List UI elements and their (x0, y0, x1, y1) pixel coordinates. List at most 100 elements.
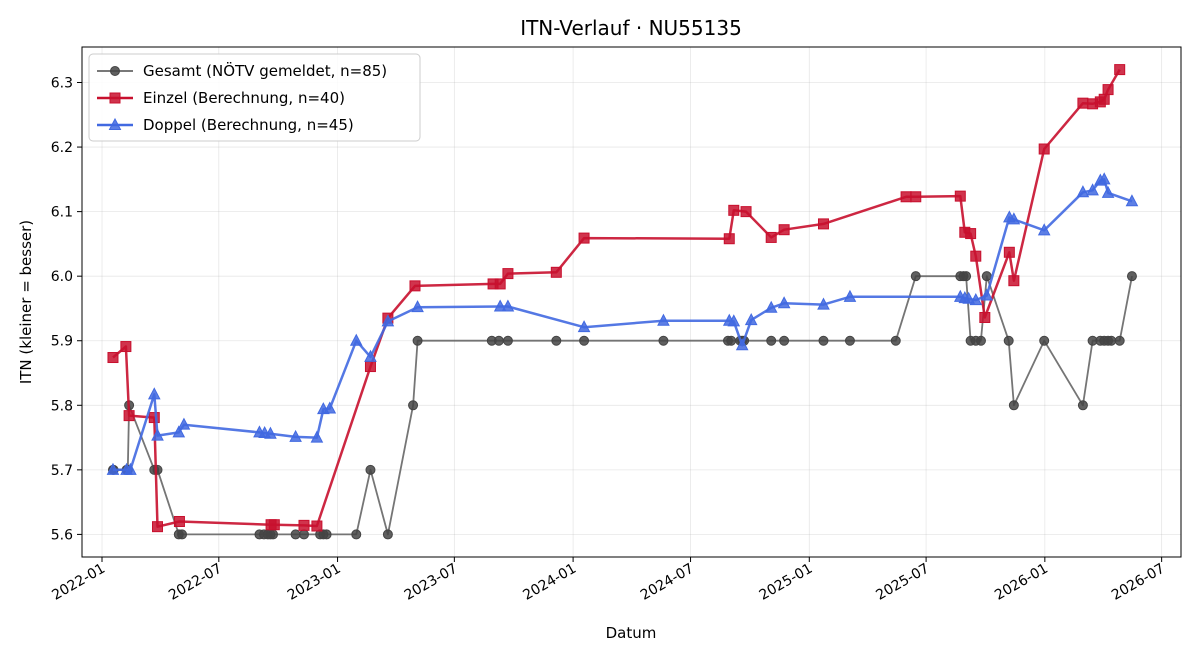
data-point (494, 278, 506, 290)
data-point (1077, 400, 1088, 411)
legend-marker (109, 92, 121, 104)
series-2 (107, 64, 1126, 533)
data-point (962, 291, 976, 304)
data-point (408, 400, 419, 411)
data-point (979, 311, 991, 323)
data-point (298, 529, 309, 540)
y-tick-label: 6.2 (51, 140, 73, 156)
data-point (1008, 275, 1020, 287)
data-point (1114, 64, 1126, 76)
series-3 (106, 172, 1139, 475)
y-tick-label: 5.6 (51, 527, 73, 543)
data-point (969, 292, 983, 306)
data-point (493, 335, 504, 346)
data-point (728, 204, 740, 216)
data-point (965, 228, 977, 240)
data-point (1097, 172, 1111, 185)
data-point (311, 520, 323, 532)
chart-title: ITN-Verlauf · NU55135 (520, 16, 742, 40)
data-point (1114, 335, 1125, 346)
y-tick-label: 5.7 (51, 463, 73, 479)
data-point (777, 296, 791, 309)
data-point (172, 425, 186, 438)
data-point (1039, 335, 1050, 346)
data-point (502, 335, 513, 346)
data-point (493, 299, 507, 312)
plot-frame (81, 46, 1182, 558)
legend-box (88, 53, 421, 142)
data-point (382, 529, 393, 540)
data-point (1102, 84, 1114, 96)
data-point (151, 428, 164, 441)
data-point (290, 529, 301, 540)
data-point (148, 412, 160, 424)
legend: Gesamt (NÖTV gemeldet, n=85) Einzel (Bere… (88, 53, 421, 142)
data-point (818, 335, 829, 346)
data-point (411, 300, 424, 313)
data-point (1101, 185, 1115, 198)
data-point (844, 335, 855, 346)
data-point (954, 190, 966, 202)
data-point (1077, 97, 1089, 109)
data-point (1037, 223, 1051, 236)
data-point (364, 349, 377, 362)
data-point (268, 519, 280, 531)
data-point (740, 206, 752, 218)
data-point (120, 341, 132, 353)
data-point (268, 529, 279, 540)
data-point (177, 417, 191, 430)
data-point (264, 426, 277, 439)
x-axis-label: Datum (606, 624, 657, 642)
data-point (578, 232, 590, 244)
data-point (107, 352, 119, 364)
data-point (744, 312, 758, 326)
data-point (1007, 212, 1021, 225)
data-point (1126, 271, 1137, 282)
data-point (1008, 400, 1019, 411)
y-tick-label: 5.9 (51, 334, 73, 350)
data-point (657, 313, 670, 326)
data-point (779, 335, 790, 346)
data-point (1098, 93, 1110, 105)
data-point (173, 515, 185, 527)
data-point (843, 289, 857, 302)
legend-label: Doppel (Berechnung, n=45) (143, 116, 354, 134)
data-point (726, 335, 737, 346)
data-point (817, 218, 829, 230)
data-point (551, 335, 562, 346)
data-point (727, 314, 741, 327)
legend-label: Gesamt (NÖTV gemeldet, n=85) (143, 61, 387, 80)
data-point (970, 250, 982, 262)
data-point (349, 333, 363, 346)
legend-marker (108, 117, 122, 130)
y-tick-label: 6.1 (51, 205, 73, 221)
data-point (321, 529, 332, 540)
data-point (1038, 143, 1050, 155)
data-point (817, 297, 830, 310)
data-point (890, 335, 901, 346)
data-point (1076, 185, 1090, 198)
data-point (980, 288, 994, 301)
data-point (289, 429, 302, 442)
legend-label: Einzel (Berechnung, n=40) (143, 89, 345, 107)
y-tick-label: 6.3 (51, 76, 73, 92)
data-point (412, 335, 423, 346)
data-point (1086, 183, 1099, 196)
data-point (152, 464, 163, 475)
data-point (961, 271, 972, 282)
data-point (1106, 335, 1117, 346)
data-point (501, 299, 515, 312)
data-point (147, 387, 161, 400)
data-point (658, 335, 669, 346)
data-point (1003, 246, 1015, 258)
data-point (152, 521, 164, 533)
y-axis: 5.6 5.7 5.8 5.9 6.0 6.1 6.2 6.3 (51, 76, 82, 543)
data-point (910, 271, 921, 282)
data-point (310, 430, 324, 443)
y-tick-label: 6.0 (51, 269, 73, 285)
data-point (323, 401, 337, 414)
data-point (351, 529, 362, 540)
data-point (577, 320, 591, 333)
data-point (975, 335, 986, 346)
y-tick-label: 5.8 (51, 398, 73, 414)
